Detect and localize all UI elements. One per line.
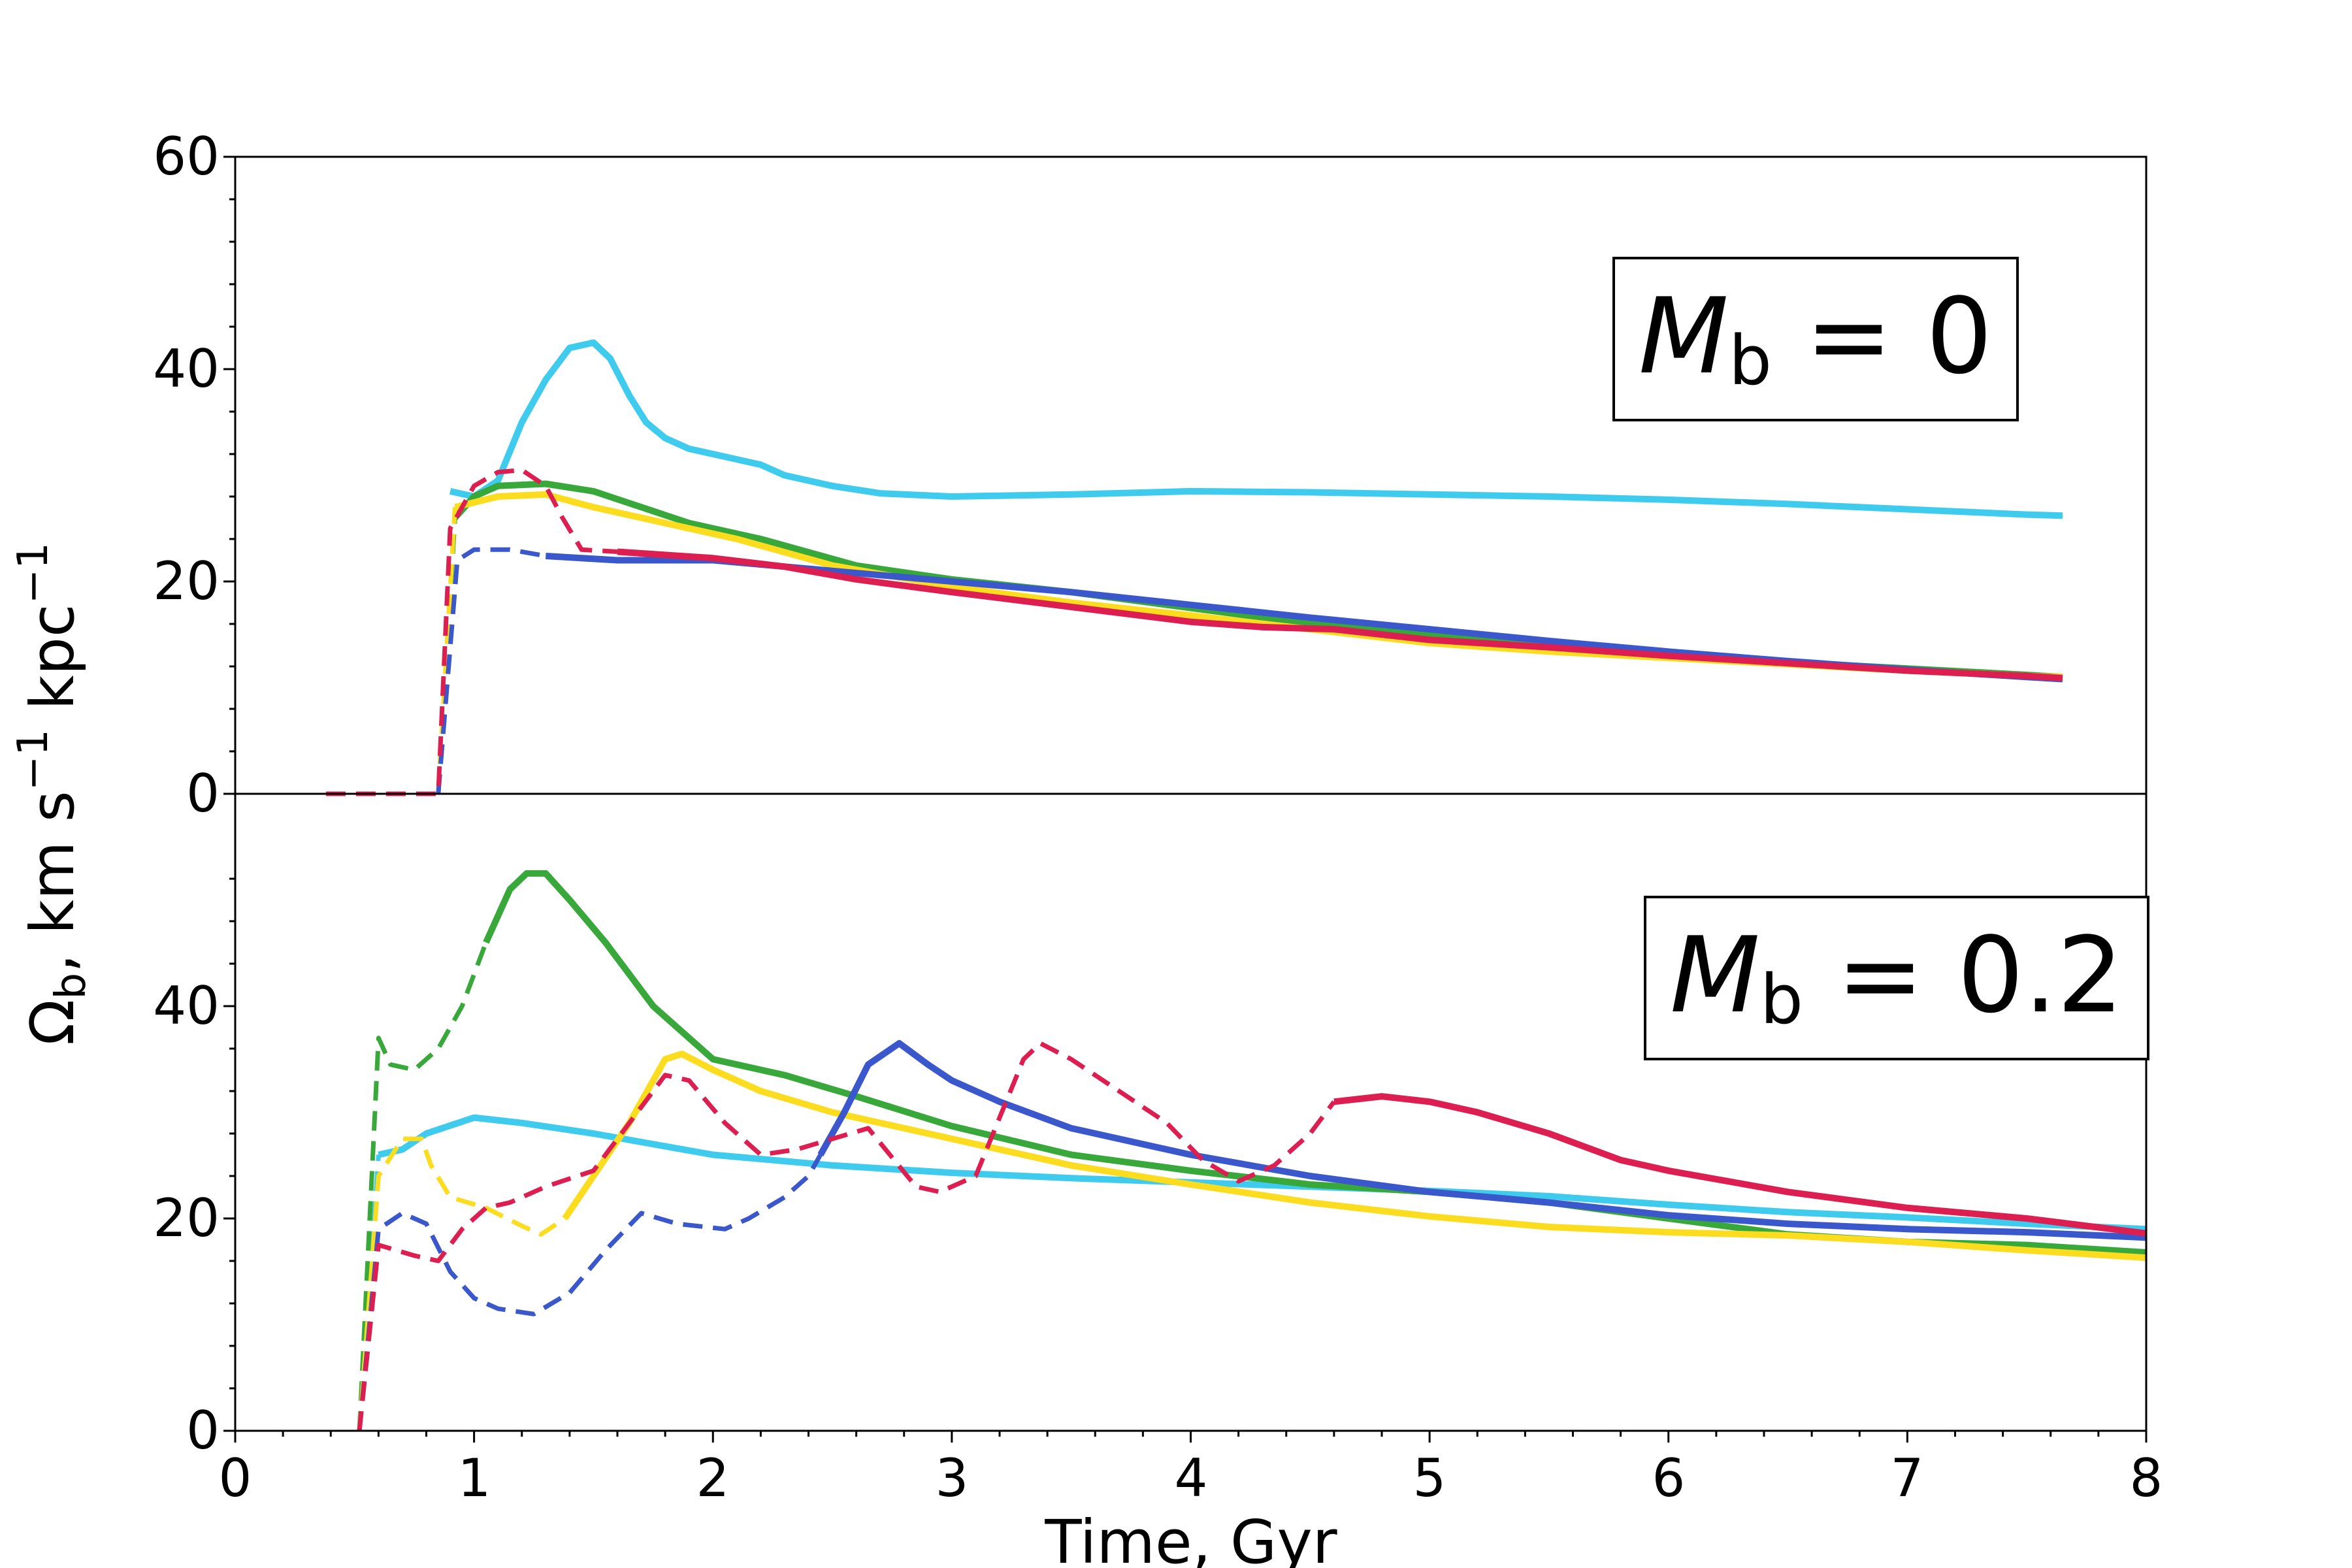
bottom-series-red-solid — [1333, 1093, 2147, 1237]
bottom-legend-subscript: b — [1760, 960, 1803, 1039]
top-legend-value: = 0 — [1772, 275, 1993, 397]
x-tick-label: 4 — [1175, 1448, 1208, 1509]
bottom-legend-symbol: M — [1670, 914, 1760, 1036]
x-tick-label: 8 — [2130, 1448, 2163, 1509]
bottom-legend-value: = 0.2 — [1803, 914, 2123, 1036]
bottom-series-cyan-solid — [378, 1114, 2147, 1233]
y-axis-label: Ωb, km s−1 kpc−1 — [9, 542, 95, 1045]
y-axis-label-exponent: −1 — [9, 729, 57, 791]
x-tick-label: 7 — [1891, 1448, 1924, 1509]
top-y-tick-label: 40 — [153, 338, 220, 399]
bottom-panel-series — [357, 870, 2147, 1431]
top-panel-series — [325, 339, 2063, 796]
x-tick-label: 5 — [1413, 1448, 1446, 1509]
bottom-series-blue-solid — [817, 1039, 2147, 1241]
axis-ticks — [223, 155, 2148, 1443]
top-y-tick-label: 20 — [153, 551, 220, 612]
x-tick-label: 2 — [696, 1448, 730, 1509]
x-axis-label: Time, Gyr — [1044, 1507, 1337, 1568]
top-legend-box — [1612, 257, 2019, 421]
top-series-red-dashed — [325, 467, 618, 796]
x-tick-label: 1 — [458, 1448, 491, 1509]
bottom-series-green-solid — [483, 870, 2147, 1256]
bottom-y-tick-label: 0 — [186, 1400, 220, 1461]
y-axis-label-units: , km s — [18, 791, 88, 973]
x-tick-label: 3 — [936, 1448, 969, 1509]
top-legend-symbol: M — [1639, 275, 1729, 397]
top-y-tick-label: 60 — [153, 126, 220, 187]
bottom-y-tick-label: 20 — [153, 1188, 220, 1249]
bottom-y-tick-label: 40 — [153, 975, 220, 1036]
y-axis-label-exponent: −1 — [9, 542, 57, 604]
y-axis-label-omega: Ω — [18, 1000, 88, 1045]
bottom-legend-text: Mb = 0.2 — [1670, 914, 2123, 1039]
y-axis-label-units-kpc: kpc — [18, 604, 88, 729]
bottom-series-yellow-dashed — [357, 1136, 566, 1431]
x-tick-label: 6 — [1652, 1448, 1686, 1509]
top-series-cyan-solid — [449, 339, 2063, 519]
bottom-series-yellow-solid — [562, 1051, 2147, 1262]
top-legend-text: Mb = 0 — [1639, 275, 1993, 400]
top-legend-subscript: b — [1729, 321, 1772, 400]
bottom-series-green-dashed — [357, 941, 489, 1431]
top-series-red-solid — [617, 548, 2063, 681]
bottom-series-red-dashed — [357, 1041, 1336, 1431]
bottom-series-blue-dashed — [357, 1153, 823, 1431]
x-tick-label: 0 — [219, 1448, 252, 1509]
top-y-tick-label: 0 — [186, 763, 220, 824]
bottom-legend-box — [1644, 896, 2149, 1060]
top-series-blue-dashed — [436, 547, 546, 794]
y-axis-label-subscript: b — [47, 973, 95, 1000]
